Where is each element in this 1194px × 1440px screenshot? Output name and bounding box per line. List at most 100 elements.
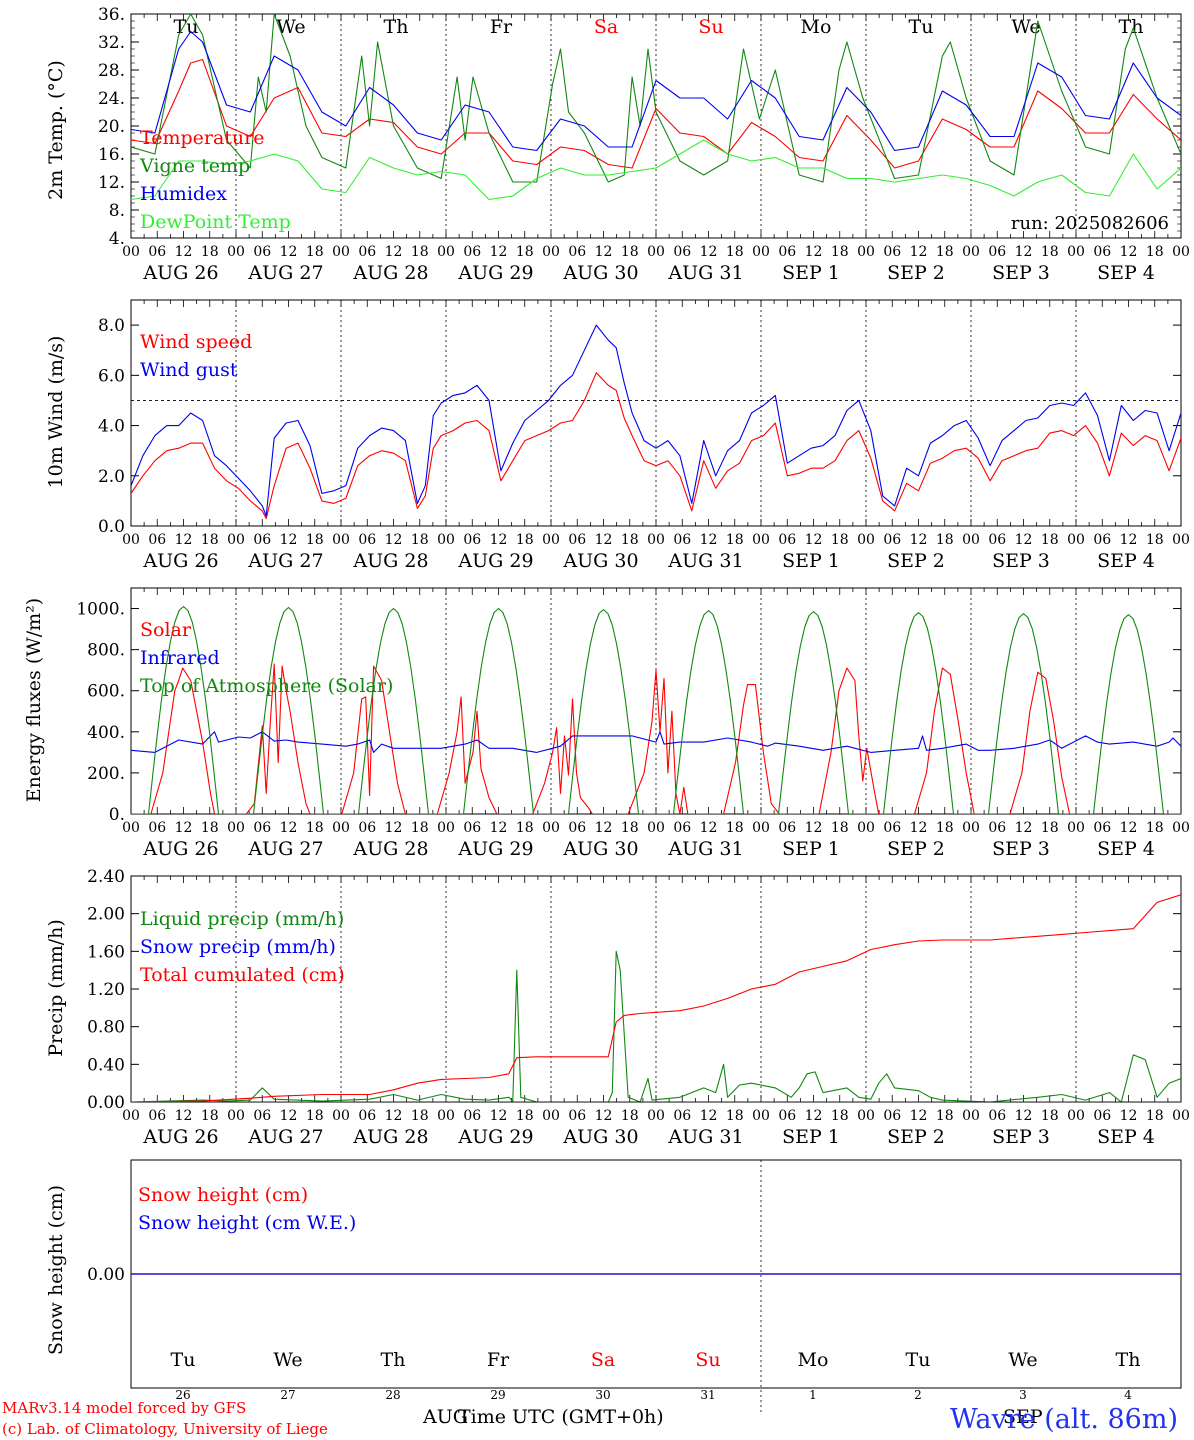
hour-label: 18 — [1041, 820, 1059, 836]
hour-label: 06 — [358, 532, 376, 548]
hour-label: 00 — [962, 244, 980, 260]
hour-label: 06 — [358, 1108, 376, 1124]
weekday-label: We — [276, 16, 305, 38]
hour-label: 12 — [595, 532, 613, 548]
hour-label: 06 — [883, 1108, 901, 1124]
hour-label: 12 — [490, 532, 508, 548]
hour-label: 00 — [437, 1108, 455, 1124]
y-tick-label: 20. — [98, 117, 125, 137]
hour-label: 00 — [962, 532, 980, 548]
day-number: 29 — [490, 1388, 505, 1402]
legend-entry: Wind gust — [140, 359, 238, 381]
y-tick-label: 8.0 — [98, 316, 125, 336]
weekday-label: Tu — [906, 1349, 931, 1371]
hour-label: 12 — [1120, 1108, 1138, 1124]
hour-label: 06 — [673, 1108, 691, 1124]
date-label: AUG 31 — [667, 262, 743, 284]
panel-4: 2.40 2.00 1.60 1.20 0.80 0.40 0.00 Precip (mm/h… — [45, 867, 1190, 1148]
hour-label: 18 — [1041, 244, 1059, 260]
hour-label: 12 — [385, 532, 403, 548]
hour-label: 06 — [253, 1108, 271, 1124]
series-group — [131, 605, 1181, 814]
hour-label: 18 — [411, 532, 429, 548]
date-label: SEP 1 — [782, 262, 840, 284]
hour-label: 00 — [1172, 820, 1190, 836]
series-dewpoint-temp — [131, 139, 1181, 201]
date-label: SEP 3 — [992, 1126, 1050, 1148]
hour-label: 18 — [621, 244, 639, 260]
date-label: AUG 30 — [562, 550, 638, 572]
date-label: AUG 26 — [142, 1126, 218, 1148]
hour-label: 00 — [752, 244, 770, 260]
hour-label: 18 — [936, 244, 954, 260]
date-label: AUG 26 — [142, 262, 218, 284]
weekday-label: Tu — [909, 16, 934, 38]
weekday-label: Th — [381, 1349, 406, 1371]
hour-label: 18 — [306, 1108, 324, 1124]
hour-label: 00 — [122, 244, 140, 260]
date-label: SEP 2 — [887, 838, 945, 860]
weekday-label: Mo — [801, 16, 832, 38]
series-group — [131, 324, 1181, 520]
hour-label: 12 — [595, 1108, 613, 1124]
hour-label: 00 — [752, 820, 770, 836]
hour-label: 12 — [175, 244, 193, 260]
hour-label: 06 — [463, 820, 481, 836]
hour-label: 00 — [332, 244, 350, 260]
legend-entry: Liquid precip (mm/h) — [140, 908, 344, 930]
hour-label: 00 — [962, 1108, 980, 1124]
hour-label: 12 — [805, 244, 823, 260]
hour-label: 18 — [1146, 1108, 1164, 1124]
legend-entry: Wind speed — [140, 331, 252, 353]
hour-label: 06 — [988, 820, 1006, 836]
date-label: AUG 27 — [247, 838, 323, 860]
hour-label: 00 — [227, 820, 245, 836]
hour-label: 12 — [700, 244, 718, 260]
series-wind-speed — [131, 372, 1181, 520]
weekday-label: Th — [1116, 1349, 1141, 1371]
hour-label: 12 — [910, 244, 928, 260]
date-label: AUG 29 — [457, 550, 533, 572]
hour-label: 00 — [857, 1108, 875, 1124]
date-label: SEP 4 — [1097, 1126, 1155, 1148]
y-axis-title: Energy fluxes (W/m²) — [23, 598, 45, 802]
hour-label: 00 — [332, 532, 350, 548]
hour-label: 18 — [1146, 532, 1164, 548]
hour-label: 18 — [1041, 1108, 1059, 1124]
hour-label: 00 — [542, 532, 560, 548]
date-label: SEP 4 — [1097, 262, 1155, 284]
legend-entry: Humidex — [140, 183, 227, 205]
panels: 36.32.28.24.20.16.12.8.4.2m Temp. (°C)00… — [23, 5, 1190, 1412]
hour-label: 18 — [201, 1108, 219, 1124]
legend-entry: Top of Atmosphere (Solar) — [140, 675, 393, 697]
y-tick-label: 8. — [109, 201, 125, 221]
legend-entry: Vigne temp — [139, 155, 250, 177]
hour-label: 18 — [621, 1108, 639, 1124]
hour-label: 06 — [1093, 1108, 1111, 1124]
y-tick-label: 2.0 — [98, 467, 125, 487]
weekday-label: Sa — [594, 16, 618, 38]
day-number: 1 — [809, 1388, 817, 1402]
hour-label: 12 — [280, 244, 298, 260]
y-tick-label: 1000. — [76, 600, 125, 620]
date-label: SEP 3 — [992, 262, 1050, 284]
hour-label: 00 — [227, 532, 245, 548]
hour-label: 12 — [385, 244, 403, 260]
hour-label: 18 — [306, 244, 324, 260]
y-tick-label: 400. — [87, 723, 125, 743]
hour-label: 06 — [1093, 532, 1111, 548]
date-label: SEP 4 — [1097, 550, 1155, 572]
y-tick-label: 200. — [87, 764, 125, 784]
hour-label: 00 — [1067, 820, 1085, 836]
weekday-label: Sa — [591, 1349, 615, 1371]
day-number: 28 — [385, 1388, 400, 1402]
day-number: 27 — [280, 1388, 295, 1402]
hour-label: 00 — [542, 244, 560, 260]
series-total-cumulated-cm- — [131, 894, 1181, 1102]
legend-entry: Snow height (cm) — [138, 1184, 308, 1206]
hour-label: 18 — [936, 1108, 954, 1124]
hour-label: 12 — [1015, 532, 1033, 548]
date-label: SEP 2 — [887, 550, 945, 572]
date-label: AUG 29 — [457, 262, 533, 284]
